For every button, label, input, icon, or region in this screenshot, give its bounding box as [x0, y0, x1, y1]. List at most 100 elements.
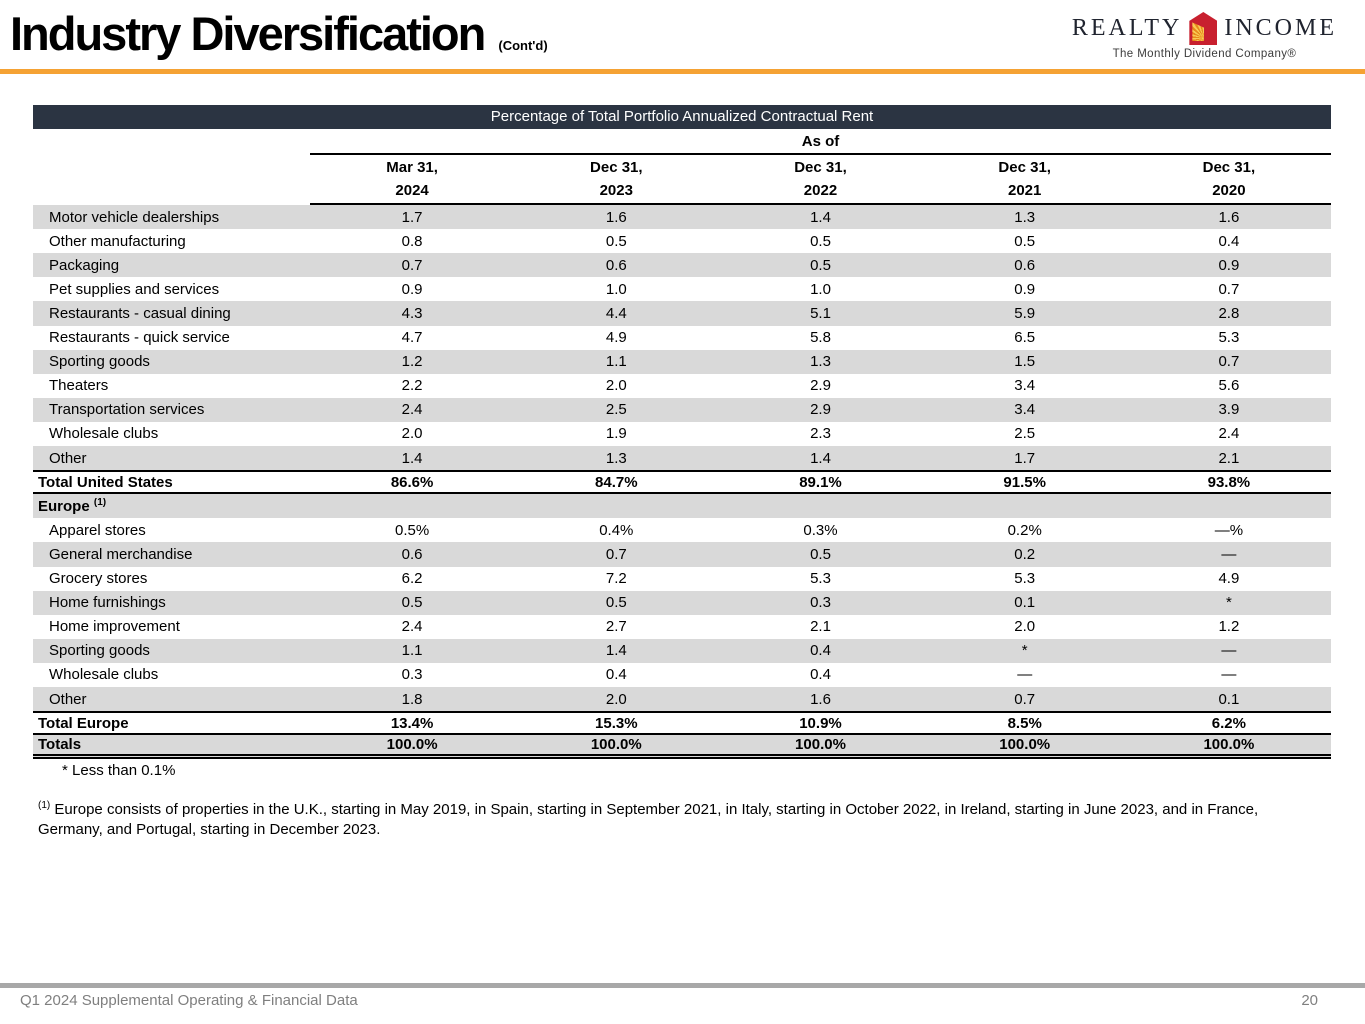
footer-document-title: Q1 2024 Supplemental Operating & Financi…: [20, 992, 358, 1009]
title-accent-rule: [0, 69, 1365, 74]
totals-row: Totals 100.0% 100.0% 100.0% 100.0% 100.0%: [33, 735, 1331, 760]
row-label: Wholesale clubs: [49, 425, 159, 443]
us-section: Motor vehicle dealerships 1.7 1.6 1.4 1.3 1.6…: [33, 205, 1331, 495]
row-value: 2.0: [401, 425, 423, 443]
row-value: 1.4: [810, 208, 831, 226]
europe-footnote-ref: (1): [93, 497, 107, 508]
row-label: Total United States: [38, 473, 173, 491]
row-value: 1.3: [605, 449, 627, 467]
table-row: Transportation services 2.4 2.5 2.9 3.4 3.9: [33, 397, 1331, 422]
row-value: 0.2%: [1007, 521, 1042, 539]
row-value: 7.2: [605, 570, 627, 588]
row-value: 100.0%: [999, 736, 1051, 754]
row-value: 1.4: [401, 449, 423, 467]
row-value: 15.3%: [595, 714, 638, 732]
row-value: 5.1: [810, 305, 831, 323]
table-row: Other 1.4 1.3 1.4 1.7 2.1: [33, 446, 1331, 471]
row-value: 2.2: [401, 377, 423, 395]
europe-footnote-ref-mark: (1): [38, 800, 51, 811]
row-value: 2.7: [605, 618, 627, 636]
row-value: *: [1021, 642, 1028, 660]
row-value: 1.4: [810, 449, 831, 467]
row-label: Restaurants - casual dining: [49, 305, 231, 323]
row-value: 10.9%: [799, 714, 842, 732]
row-value: 91.5%: [1003, 473, 1046, 491]
row-value: 2.0: [605, 377, 627, 395]
row-value: 5.8: [810, 329, 831, 347]
row-value: 4.9: [1218, 570, 1240, 588]
row-value: 4.3: [401, 305, 423, 323]
row-value: 1.3: [1014, 208, 1036, 226]
row-label: Restaurants - quick service: [49, 329, 230, 347]
table-row: Pet supplies and services 0.9 1.0 1.0 0.9 0.7: [33, 277, 1331, 301]
row-value: 93.8%: [1207, 473, 1251, 491]
row-value: 2.9: [810, 377, 831, 395]
row-label: Other: [49, 690, 87, 708]
row-value: 5.3: [810, 570, 831, 588]
table-row: Restaurants - quick service 4.7 4.9 5.8 6.5 5…: [33, 326, 1331, 350]
row-label: Totals: [38, 736, 82, 754]
row-value: 0.5: [810, 545, 831, 563]
row-value: 0.5: [605, 594, 627, 612]
table-row: Sporting goods 1.2 1.1 1.3 1.5 0.7: [33, 349, 1331, 374]
row-value: 2.3: [810, 425, 831, 443]
row-value: 0.7: [1014, 690, 1036, 708]
row-label: Sporting goods: [49, 642, 150, 660]
row-value: —%: [1214, 521, 1244, 539]
row-value: 0.7: [1218, 280, 1240, 298]
total-europe-row: Total Europe 13.4% 15.3% 10.9% 8.5% 6.2%: [33, 711, 1331, 736]
row-value: 1.8: [401, 690, 423, 708]
as-of-header-row: As of: [33, 131, 1331, 156]
page-header: Industry Diversification (Cont'd) REALTY …: [0, 0, 1365, 74]
row-value: 2.4: [401, 618, 423, 636]
row-value: 1.6: [605, 208, 627, 226]
row-value: 3.4: [1014, 377, 1036, 395]
row-value: 13.4%: [390, 714, 434, 732]
row-value: 0.9: [1218, 256, 1240, 274]
row-value: 86.6%: [390, 473, 434, 491]
row-value: 0.6: [605, 256, 627, 274]
table-row: Grocery stores 6.2 7.2 5.3 5.3 4.9: [33, 567, 1331, 591]
europe-section: Apparel stores 0.5% 0.4% 0.3% 0.2% —% General …: [33, 518, 1331, 760]
row-value: 0.9: [401, 280, 423, 298]
row-value: 2.5: [1014, 425, 1036, 443]
logo-tagline: The Monthly Dividend Company®: [1112, 48, 1297, 60]
row-value: 2.5: [605, 401, 627, 419]
row-label: Pet supplies and services: [49, 280, 220, 298]
table-row: Wholesale clubs 2.0 1.9 2.3 2.5 2.4: [33, 422, 1331, 446]
spacer-cell: [33, 155, 310, 205]
row-label: Motor vehicle dealerships: [49, 208, 220, 226]
footer-page-number: 20: [1301, 992, 1318, 1009]
row-value: 89.1%: [799, 473, 842, 491]
row-value: 1.2: [401, 353, 423, 371]
row-value: 3.9: [1218, 401, 1240, 419]
row-value: 1.3: [810, 353, 831, 371]
logo-wordmark: REALTY INCOME: [1072, 12, 1337, 45]
row-value: 0.6: [1014, 256, 1036, 274]
row-label: Transportation services: [49, 401, 205, 419]
row-label: Other: [49, 449, 87, 467]
row-label: General merchandise: [49, 545, 193, 563]
table-row: Motor vehicle dealerships 1.7 1.6 1.4 1.3 1.6: [33, 205, 1331, 230]
as-of-label: As of: [310, 133, 1331, 156]
row-value: 1.1: [605, 353, 627, 371]
europe-section-label: Europe (1): [33, 498, 310, 515]
row-value: 1.2: [1218, 618, 1240, 636]
row-value: 100.0%: [386, 736, 438, 754]
row-label: Sporting goods: [49, 353, 150, 371]
column-header-row: Mar 31, 2024 Dec 31, 2023 Dec 31, 2022 Dec 31,…: [33, 155, 1331, 206]
row-value: 4.9: [605, 329, 627, 347]
asterisk-footnote: * Less than 0.1%: [62, 762, 176, 779]
table-row: Apparel stores 0.5% 0.4% 0.3% 0.2% —%: [33, 518, 1331, 542]
row-value: —: [1221, 545, 1237, 563]
row-value: 1.1: [401, 642, 423, 660]
date-column-header: Dec 31, 2020: [1126, 155, 1331, 206]
date-column-header: Dec 31, 2022: [718, 155, 923, 206]
page-title: Industry Diversification (Cont'd): [10, 6, 548, 61]
table-row: General merchandise 0.6 0.7 0.5 0.2 —: [33, 542, 1331, 567]
logo-realty-text: REALTY: [1071, 15, 1183, 41]
row-value: 0.6: [401, 545, 423, 563]
industry-table: Percentage of Total Portfolio Annualized…: [33, 105, 1331, 760]
row-value: 0.3: [401, 666, 423, 684]
row-value: 2.0: [1014, 618, 1036, 636]
